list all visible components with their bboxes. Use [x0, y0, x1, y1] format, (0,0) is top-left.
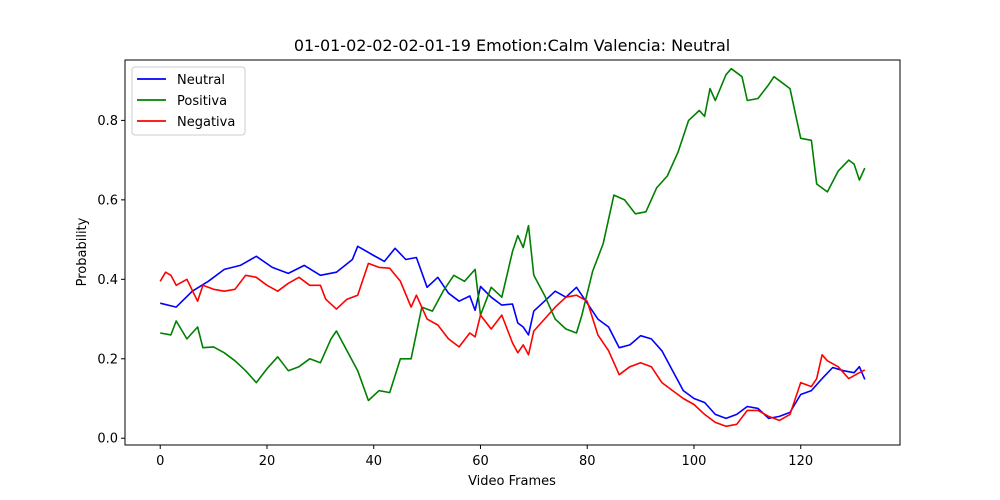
chart-title: 01-01-02-02-02-01-19 Emotion:Calm Valenc…	[294, 36, 730, 55]
x-tick-label: 40	[365, 454, 382, 469]
series-line-positiva	[160, 67, 866, 402]
x-tick-label: 100	[682, 454, 707, 469]
x-tick-label: 0	[156, 454, 164, 469]
legend-box	[131, 66, 246, 136]
x-axis: 0 20 40 60 80 100 120	[156, 445, 813, 469]
y-axis-label: Probability	[75, 217, 90, 286]
plot-frame	[124, 59, 901, 446]
legend-label-positiva: Positiva	[177, 94, 227, 109]
y-tick-label: 0.6	[97, 193, 118, 208]
x-tick-label: 20	[259, 454, 276, 469]
y-tick-label: 0.4	[97, 273, 118, 288]
y-tick-label: 0.0	[97, 432, 118, 447]
x-tick-label: 60	[472, 454, 489, 469]
x-axis-label: Video Frames	[468, 474, 556, 489]
legend: Neutral Positiva Negativa	[131, 66, 246, 136]
y-tick-label: 0.8	[97, 114, 118, 129]
x-tick-label: 80	[579, 454, 596, 469]
y-axis: 0.0 0.2 0.4 0.6 0.8	[97, 114, 125, 447]
legend-label-neutral: Neutral	[177, 73, 225, 88]
series-line-negativa	[159, 262, 866, 428]
legend-label-negativa: Negativa	[177, 115, 235, 130]
x-tick-label: 120	[788, 454, 813, 469]
y-tick-label: 0.2	[97, 352, 118, 367]
series-group	[159, 67, 866, 428]
